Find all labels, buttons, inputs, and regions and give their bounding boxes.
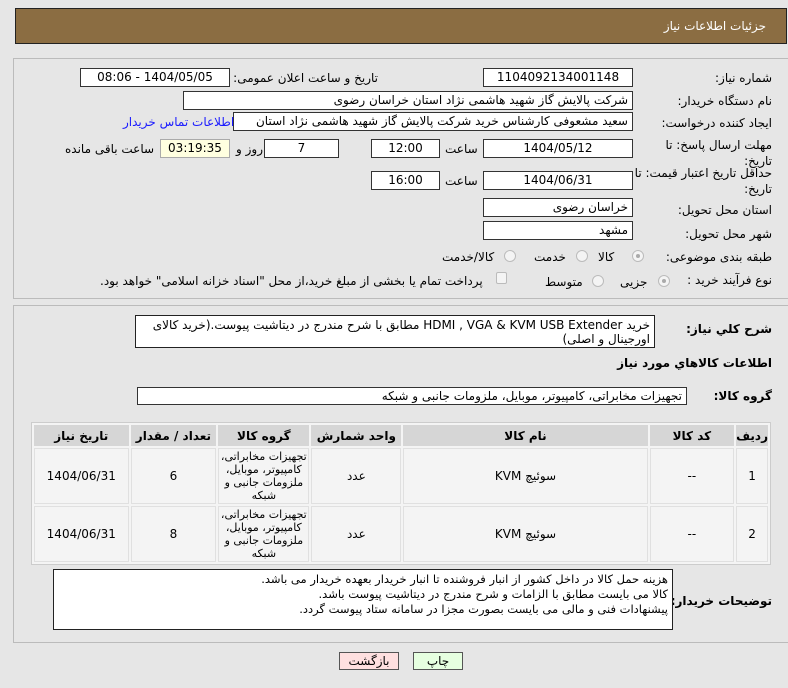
category-goods-label: کالا [598, 250, 615, 264]
process-minor-label: جزیی [620, 275, 648, 289]
cell-qty: 8 [130, 506, 217, 562]
category-radio-service[interactable] [576, 250, 588, 262]
back-button[interactable]: بازگشت [339, 652, 399, 670]
category-radio-both[interactable] [504, 250, 516, 262]
remaining-label: ساعت باقی مانده [65, 142, 155, 156]
page-header: جزئیات اطلاعات نیاز [15, 8, 787, 44]
province-field: خراسان رضوی [483, 198, 633, 217]
notes-label: توضیحات خریدار: [670, 594, 772, 608]
process-label: نوع فرآیند خرید : [687, 273, 772, 287]
cell-unit: عدد [311, 506, 402, 562]
page-title: جزئیات اطلاعات نیاز [663, 19, 766, 33]
cell-row: 2 [736, 506, 768, 562]
col-date: تاریخ نیاز [34, 425, 129, 446]
notes-textarea[interactable]: هزینه حمل کالا در داخل کشور از انبار فرو… [53, 569, 673, 630]
summary-label: شرح کلي نياز: [686, 322, 772, 336]
table-header-row: ردیف کد کالا نام کالا واحد شمارش گروه کا… [34, 425, 768, 446]
goods-group-field: تجهیزات مخابراتی، کامپیوتر، موبایل، ملزو… [137, 387, 687, 405]
buyer-contact-link[interactable]: اطلاعات تماس خریدار [123, 115, 235, 129]
city-field: مشهد [483, 221, 633, 240]
treasury-checkbox[interactable] [496, 272, 507, 284]
process-radio-medium[interactable] [592, 275, 604, 287]
process-medium-label: متوسط [545, 275, 583, 289]
treasury-text: پرداخت تمام یا بخشی از مبلغ خرید،از محل … [100, 274, 483, 288]
reply-time-label: ساعت [445, 142, 478, 156]
announce-label: تاریخ و ساعت اعلان عمومی: [233, 71, 378, 85]
price-validity-label: حداقل تاریخ اعتبار قیمت: تا تاریخ: [634, 166, 772, 196]
cell-date: 1404/06/31 [34, 448, 129, 504]
note-line: پیشنهادات فنی و مالی می بایست بصورت مجزا… [299, 602, 668, 616]
city-label: شهر محل تحویل: [685, 227, 772, 241]
price-time-label: ساعت [445, 174, 478, 188]
goods-table: ردیف کد کالا نام کالا واحد شمارش گروه کا… [31, 422, 771, 565]
days-label: روز و [236, 142, 263, 156]
cell-code: -- [649, 448, 735, 504]
need-number-label: شماره نیاز: [715, 71, 772, 85]
table-row: 1 -- سوئیچ KVM عدد تجهیزات مخابراتی، کام… [34, 448, 768, 504]
buyer-org-field: شرکت پالایش گاز شهید هاشمی نژاد استان خر… [183, 91, 633, 110]
price-time-field: 16:00 [371, 171, 440, 190]
cell-qty: 6 [130, 448, 217, 504]
col-group: گروه کالا [218, 425, 310, 446]
print-button[interactable]: چاپ [413, 652, 463, 670]
col-row: ردیف [736, 425, 768, 446]
creator-field: سعید مشعوفی کارشناس خرید شرکت پالایش گاز… [233, 112, 633, 131]
note-line: هزینه حمل کالا در داخل کشور از انبار فرو… [261, 572, 668, 586]
process-radio-minor[interactable] [658, 275, 670, 287]
cell-name: سوئیچ KVM [403, 448, 648, 504]
category-service-label: خدمت [534, 250, 566, 264]
reply-date-field: 1404/05/12 [483, 139, 633, 158]
col-code: کد کالا [649, 425, 735, 446]
category-label: طبقه بندی موضوعی: [665, 250, 772, 264]
col-name: نام کالا [403, 425, 648, 446]
col-qty: تعداد / مقدار [130, 425, 217, 446]
cell-row: 1 [736, 448, 768, 504]
buyer-org-label: نام دستگاه خریدار: [677, 94, 773, 108]
category-both-label: کالا/خدمت [442, 250, 495, 264]
reply-time-field: 12:00 [371, 139, 440, 158]
reply-deadline-label: مهلت ارسال پاسخ: تا تاریخ: [665, 138, 772, 168]
table-row: 2 -- سوئیچ KVM عدد تجهیزات مخابراتی، کام… [34, 506, 768, 562]
need-number-field: 1104092134001148 [483, 68, 633, 87]
cell-group: تجهیزات مخابراتی، کامپیوتر، موبایل، ملزو… [218, 506, 310, 562]
goods-info-title: اطلاعات كالاهاي مورد نياز [617, 356, 772, 370]
cell-unit: عدد [311, 448, 402, 504]
category-radio-goods[interactable] [632, 250, 644, 262]
price-date-field: 1404/06/31 [483, 171, 633, 190]
goods-group-label: گروه کالا: [713, 389, 772, 403]
cell-group: تجهیزات مخابراتی، کامپیوتر، موبایل، ملزو… [218, 448, 310, 504]
province-label: استان محل تحویل: [677, 203, 772, 217]
cell-date: 1404/06/31 [34, 506, 129, 562]
summary-textarea[interactable]: خرید HDMI , VGA & KVM USB Extender مطابق… [135, 315, 655, 348]
cell-code: -- [649, 506, 735, 562]
remaining-time-field: 03:19:35 [160, 139, 230, 158]
announce-field: 1404/05/05 - 08:06 [80, 68, 230, 87]
days-field: 7 [264, 139, 339, 158]
col-unit: واحد شمارش [311, 425, 402, 446]
note-line: کالا می بایست مطابق با الزامات و شرح مند… [318, 587, 668, 601]
cell-name: سوئیچ KVM [403, 506, 648, 562]
creator-label: ایجاد کننده درخواست: [661, 116, 772, 130]
